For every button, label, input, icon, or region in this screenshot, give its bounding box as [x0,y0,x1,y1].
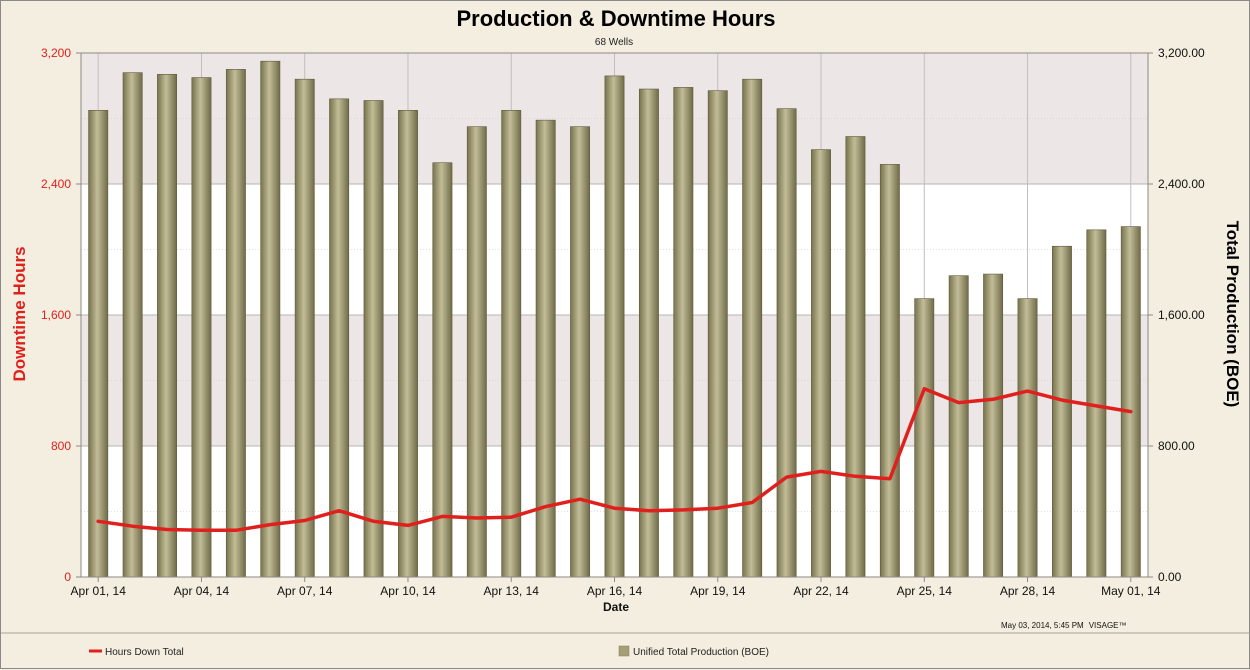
production-bar [948,275,969,578]
line-series [96,386,1133,533]
x-tick-label: May 01, 14 [1101,584,1161,598]
production-bar [983,273,1004,578]
y-left-tick-label: 1,600 [41,308,71,322]
downtime-line [96,386,1133,533]
legend-bar-swatch [618,645,630,657]
production-bar [191,77,212,578]
y-right-tick-label: 1,600.00 [1158,308,1205,322]
chart-subtitle: 68 Wells [595,37,633,48]
production-bar [570,126,591,578]
production-bar [1120,226,1141,578]
production-bar [776,108,797,578]
axes: 0 800 1,600 2,400 3,200 0.00 800.00 1,600.00 2,4… [41,46,1205,598]
x-tick-label: Apr 19, 14 [690,584,746,598]
y-axis-right-title: Total Production (BOE) [1223,221,1242,408]
production-bar [466,126,487,578]
x-tick-label: Apr 13, 14 [484,584,540,598]
production-bar [122,72,143,578]
production-bar [914,298,935,578]
x-tick-label: Apr 16, 14 [587,584,643,598]
x-axis-title: Date [603,600,629,614]
production-bar [638,88,659,578]
y-left-tick-label: 3,200 [41,46,71,60]
legend-item-bar: Unified Total Production (BOE) [618,645,769,658]
production-bar [707,90,728,578]
y-right-tick-label: 2,400.00 [1158,177,1205,191]
production-bar [260,60,281,578]
brand-mark: VISAGE™ [1089,621,1127,630]
production-bar [363,100,384,578]
x-tick-label: Apr 01, 14 [71,584,127,598]
x-tick-label: Apr 07, 14 [277,584,333,598]
production-bar [604,75,625,578]
production-bar [673,87,694,578]
production-bar [157,73,177,578]
y-left-tick-label: 2,400 [41,177,71,191]
production-bar [398,110,418,578]
production-bar [1052,245,1072,578]
production-bar [329,98,350,578]
chart-title: Production & Downtime Hours [457,6,776,31]
production-bar [845,136,866,578]
x-tick-label: Apr 28, 14 [1000,584,1056,598]
y-axis-left-title: Downtime Hours [10,246,29,381]
x-tick-label: Apr 10, 14 [380,584,436,598]
y-right-tick-label: 800.00 [1158,439,1195,453]
production-bar [811,149,831,578]
x-tick-label: Apr 25, 14 [897,584,953,598]
y-left-tick-label: 0 [64,570,71,584]
production-bar [879,164,900,578]
y-left-tick-label: 800 [51,439,71,453]
legend: Hours Down Total Unified Total Productio… [89,645,769,658]
production-bar [501,110,522,578]
x-tick-label: Apr 04, 14 [174,584,230,598]
production-bar [1017,298,1038,578]
legend-line-label: Hours Down Total [105,647,184,658]
legend-item-line: Hours Down Total [89,647,184,658]
timestamp: May 03, 2014, 5:45 PM VISAGE™ [1001,621,1127,630]
y-right-tick-label: 0.00 [1158,570,1182,584]
production-bar [88,110,109,578]
y-right-tick-label: 3,200.00 [1158,46,1205,60]
bar-series [88,60,1141,578]
production-bar [294,78,315,578]
x-tick-label: Apr 22, 14 [793,584,849,598]
legend-bar-label: Unified Total Production (BOE) [633,647,769,658]
production-bar [225,69,246,578]
